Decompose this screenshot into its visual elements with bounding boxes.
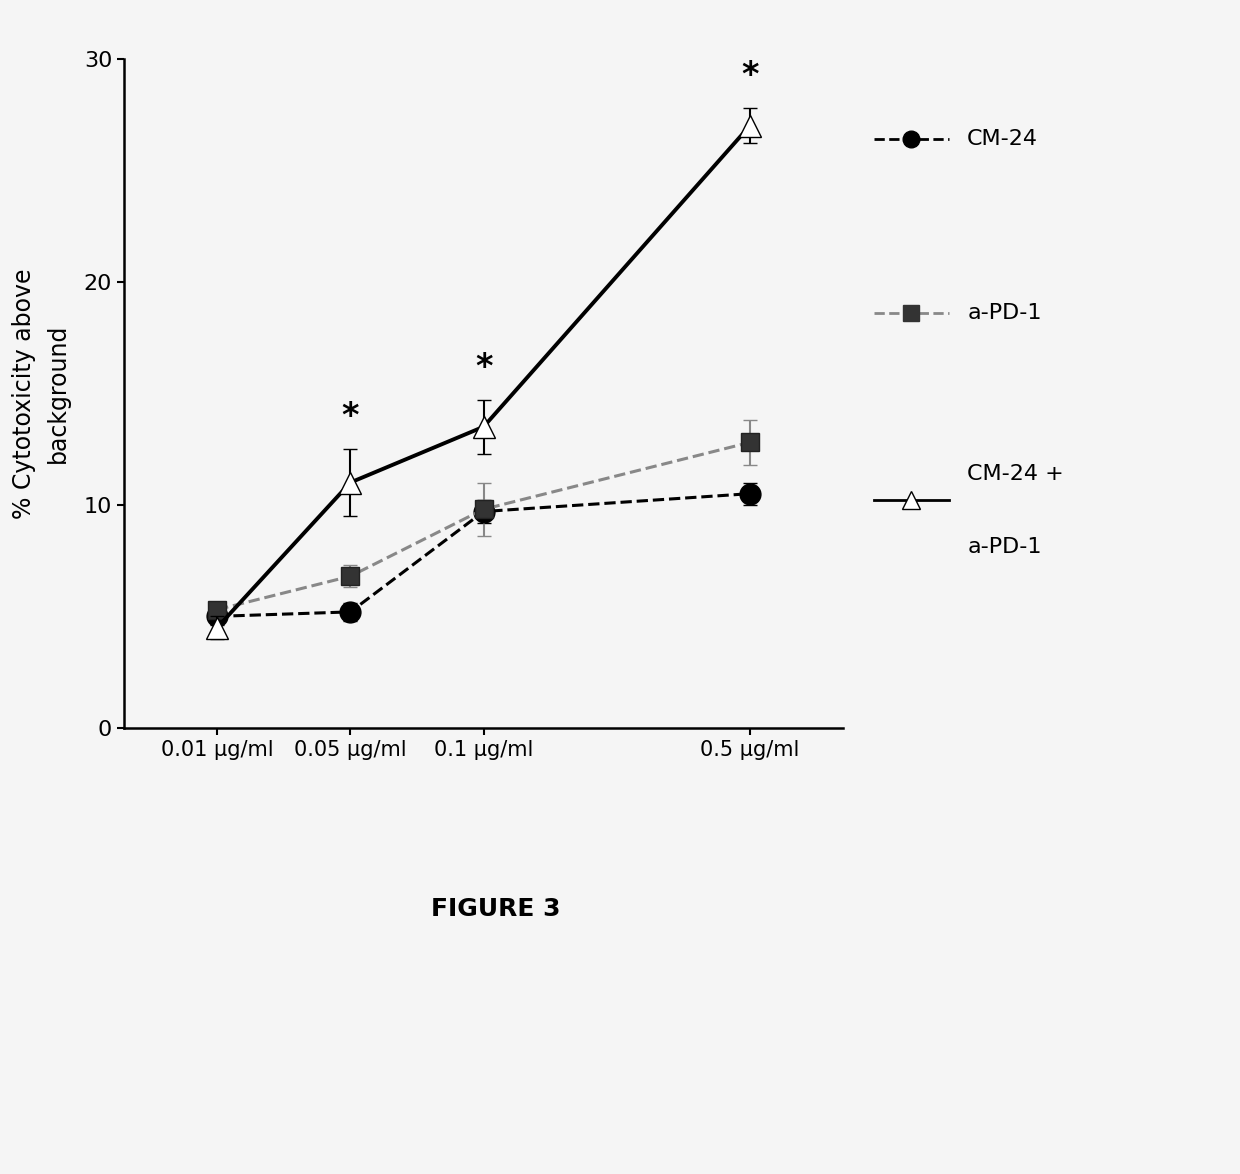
Text: *: * [742,59,759,93]
Text: CM-24: CM-24 [967,129,1038,149]
Text: CM-24 +: CM-24 + [967,464,1064,484]
Y-axis label: % Cytotoxicity above
background: % Cytotoxicity above background [12,268,69,519]
Text: a-PD-1: a-PD-1 [967,303,1042,323]
Text: *: * [342,400,360,433]
Text: *: * [475,351,492,384]
Text: a-PD-1: a-PD-1 [967,538,1042,558]
Text: FIGURE 3: FIGURE 3 [432,897,560,920]
